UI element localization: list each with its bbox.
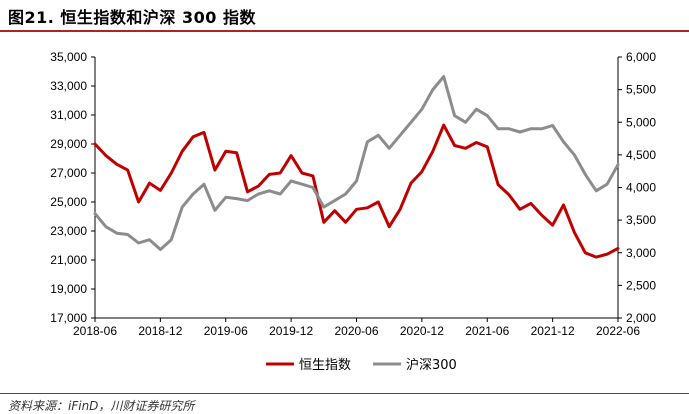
left-tick-label: 23,000: [50, 224, 87, 238]
figure-title: 图21. 恒生指数和沪深 300 指数: [8, 8, 256, 27]
x-tick-label: 2021-12: [531, 324, 575, 338]
right-tick-label: 2,500: [626, 278, 656, 292]
right-tick-label: 2,000: [626, 311, 656, 325]
left-tick-label: 31,000: [50, 108, 87, 122]
left-tick-label: 17,000: [50, 311, 87, 325]
right-tick-label: 3,000: [626, 246, 656, 260]
title-rule: [0, 30, 689, 32]
right-tick-label: 6,000: [626, 50, 656, 64]
right-tick-label: 5,500: [626, 83, 656, 97]
x-tick-label: 2018-12: [138, 324, 182, 338]
series-line-csi300: [93, 75, 620, 251]
right-tick-label: 4,500: [626, 148, 656, 162]
bottom-rule: [0, 393, 689, 394]
series-line-hsi: [93, 123, 620, 259]
left-tick-label: 29,000: [50, 137, 87, 151]
left-tick-label: 35,000: [50, 50, 87, 64]
right-tick-label: 3,500: [626, 213, 656, 227]
left-tick-label: 33,000: [50, 79, 87, 93]
legend-label: 沪深300: [406, 357, 457, 373]
x-tick-label: 2019-12: [269, 324, 313, 338]
x-tick-label: 2018-06: [73, 324, 117, 338]
x-tick-label: 2020-06: [334, 324, 378, 338]
left-tick-label: 25,000: [50, 195, 87, 209]
right-tick-label: 4,000: [626, 181, 656, 195]
source-note: 资料来源：iFinD，川财证券研究所: [8, 399, 195, 413]
x-tick-label: 2020-12: [400, 324, 444, 338]
x-tick-label: 2019-06: [204, 324, 248, 338]
x-tick-label: 2021-06: [465, 324, 509, 338]
left-tick-label: 27,000: [50, 166, 87, 180]
x-tick-label: 2022-06: [596, 324, 640, 338]
line-chart: 17,000 19,000 21,000 23,000 25,000 27,000 29,0…: [50, 50, 656, 373]
left-tick-label: 19,000: [50, 282, 87, 296]
left-tick-label: 21,000: [50, 253, 87, 267]
right-tick-label: 5,000: [626, 115, 656, 129]
legend-label: 恒生指数: [299, 358, 351, 373]
